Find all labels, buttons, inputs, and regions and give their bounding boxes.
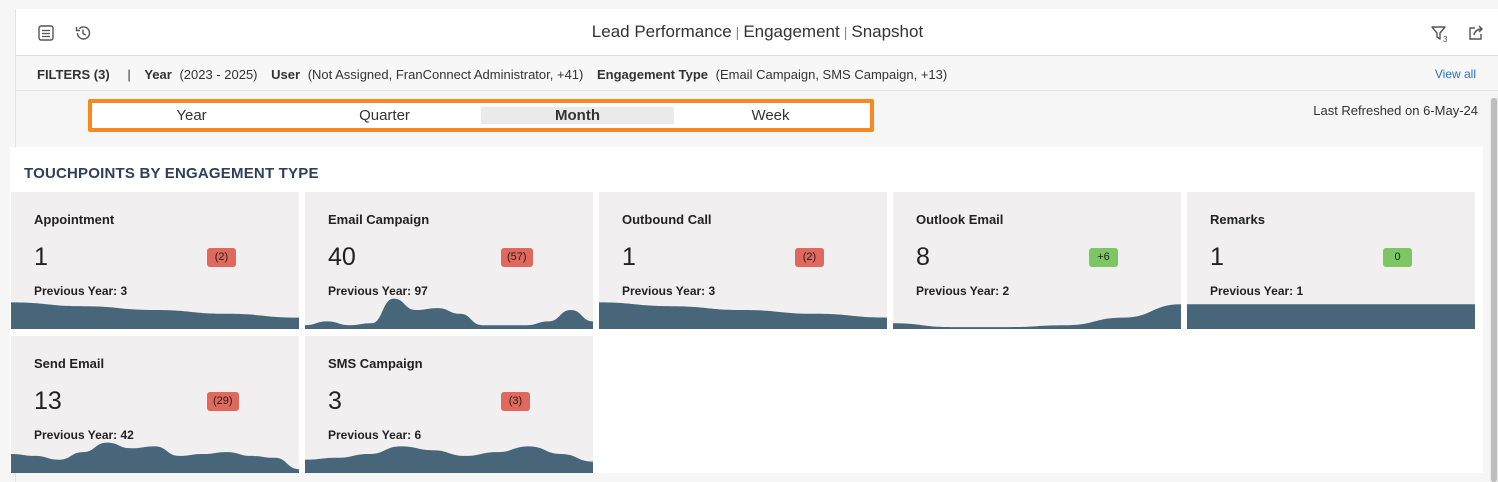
card-title: Remarks xyxy=(1210,212,1265,227)
engagement-card[interactable]: Send Email 13 (29) Previous Year: 42 xyxy=(11,336,299,473)
sparkline-area xyxy=(11,442,299,473)
card-title: SMS Campaign xyxy=(328,356,423,371)
filters-divider: | xyxy=(127,67,131,82)
title-part-snapshot: Snapshot xyxy=(851,22,924,41)
sparkline-area xyxy=(893,304,1181,329)
filter-engagement-name: Engagement Type xyxy=(596,67,708,82)
sparkline-area xyxy=(305,298,593,329)
card-delta-badge: (2) xyxy=(207,248,236,267)
card-sparkline xyxy=(599,302,887,329)
card-previous-year: Previous Year: 3 xyxy=(34,284,128,298)
period-selector: Year Quarter Month Week xyxy=(88,99,874,132)
title-separator: | xyxy=(843,24,848,40)
card-previous-year: Previous Year: 97 xyxy=(328,284,428,298)
card-sparkline xyxy=(893,304,1181,329)
last-refreshed: Last Refreshed on 6-May-24 xyxy=(1313,103,1478,118)
filter-year-value: (2023 - 2025) xyxy=(179,67,258,82)
view-all-link[interactable]: View all xyxy=(1434,67,1476,81)
sparkline-area xyxy=(599,302,887,329)
card-previous-year: Previous Year: 42 xyxy=(34,428,134,442)
filter-user-name: User xyxy=(271,67,301,82)
card-delta-badge: 0 xyxy=(1383,248,1412,267)
scrollbar-thumb[interactable] xyxy=(1491,98,1497,482)
card-sparkline xyxy=(305,298,593,329)
card-title: Email Campaign xyxy=(328,212,430,227)
card-delta-badge: +6 xyxy=(1089,248,1118,267)
period-option-month[interactable]: Month xyxy=(481,107,674,124)
title-part-lead-performance: Lead Performance xyxy=(591,22,732,41)
card-delta-badge: (57) xyxy=(501,248,533,267)
engagement-card[interactable]: SMS Campaign 3 (3) Previous Year: 6 xyxy=(305,336,593,473)
card-value: 3 xyxy=(328,387,342,415)
card-delta-badge: (2) xyxy=(795,248,824,267)
filter-count: 3 xyxy=(1443,35,1448,43)
sparkline-area xyxy=(1187,304,1475,329)
card-previous-year: Previous Year: 3 xyxy=(622,284,716,298)
sparkline-area xyxy=(11,302,299,329)
filters-label: FILTERS (3) xyxy=(37,67,110,82)
period-option-quarter[interactable]: Quarter xyxy=(359,107,410,124)
card-value: 1 xyxy=(34,243,48,271)
filter-year-name: Year xyxy=(144,67,172,82)
filter-engagement-value: (Email Campaign, SMS Campaign, +13) xyxy=(715,67,948,82)
title-part-engagement: Engagement xyxy=(743,22,840,41)
card-title: Appointment xyxy=(34,212,115,227)
engagement-card[interactable]: Outlook Email 8 +6 Previous Year: 2 xyxy=(893,192,1181,329)
card-value: 13 xyxy=(34,387,62,415)
card-title: Send Email xyxy=(34,356,105,371)
card-sparkline xyxy=(11,302,299,329)
card-delta-badge: (3) xyxy=(501,392,530,411)
sparkline-area xyxy=(305,446,593,473)
period-option-year[interactable]: Year xyxy=(176,107,207,124)
card-sparkline xyxy=(305,446,593,473)
touchpoints-panel: TOUCHPOINTS BY ENGAGEMENT TYPE Appointme… xyxy=(10,147,1483,473)
card-previous-year: Previous Year: 2 xyxy=(916,284,1010,298)
card-value: 1 xyxy=(1210,243,1224,271)
card-previous-year: Previous Year: 6 xyxy=(328,428,422,442)
card-value: 40 xyxy=(328,243,356,271)
engagement-card[interactable]: Appointment 1 (2) Previous Year: 3 xyxy=(11,192,299,329)
title-separator: | xyxy=(735,24,740,40)
engagement-card[interactable]: Remarks 1 0 Previous Year: 1 xyxy=(1187,192,1475,329)
card-previous-year: Previous Year: 1 xyxy=(1210,284,1304,298)
filter-user-value: (Not Assigned, FranConnect Administrator… xyxy=(307,67,584,82)
card-title: Outbound Call xyxy=(622,212,712,227)
history-icon[interactable] xyxy=(73,23,93,43)
card-value: 8 xyxy=(916,243,930,271)
vertical-scrollbar[interactable] xyxy=(1490,98,1498,482)
period-option-week[interactable]: Week xyxy=(751,107,790,124)
dashboard-header: Lead Performance | Engagement | Snapshot 3 xyxy=(16,9,1498,56)
filter-summary-bar: FILTERS (3) | Year (2023 - 2025) User (N… xyxy=(16,57,1498,91)
card-sparkline xyxy=(11,442,299,473)
engagement-card[interactable]: Email Campaign 40 (57) Previous Year: 97 xyxy=(305,192,593,329)
card-title: Outlook Email xyxy=(916,212,1004,227)
engagement-card[interactable]: Outbound Call 1 (2) Previous Year: 3 xyxy=(599,192,887,329)
card-value: 1 xyxy=(622,243,636,271)
page-title: Lead Performance | Engagement | Snapshot xyxy=(16,22,1498,42)
card-delta-badge: (29) xyxy=(207,392,239,411)
filter-icon[interactable]: 3 xyxy=(1429,23,1449,43)
share-icon[interactable] xyxy=(1466,23,1486,43)
card-sparkline xyxy=(1187,304,1475,329)
section-title: TOUCHPOINTS BY ENGAGEMENT TYPE xyxy=(24,165,319,182)
list-icon[interactable] xyxy=(36,23,56,43)
